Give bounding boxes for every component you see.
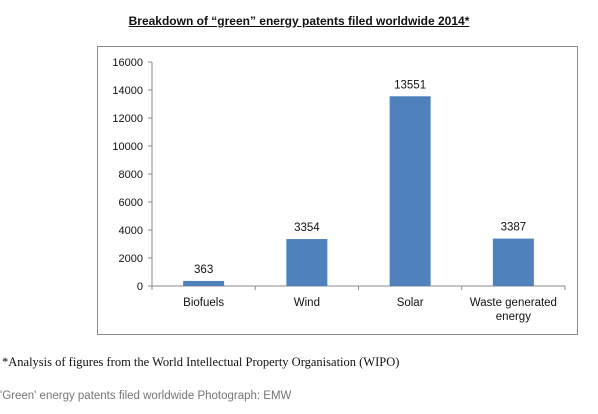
- y-tick-label: 0: [137, 281, 143, 293]
- y-tick-label: 6000: [119, 197, 143, 209]
- footnote: *Analysis of figures from the World Inte…: [2, 355, 400, 369]
- x-tick-label: energy: [496, 311, 531, 323]
- data-label: 3387: [501, 222, 527, 234]
- y-tick-label: 4000: [119, 225, 143, 237]
- data-label: 13551: [394, 79, 426, 91]
- data-label: 363: [194, 264, 213, 276]
- data-label: 3354: [294, 222, 320, 234]
- x-tick-label: Solar: [397, 297, 424, 309]
- y-tick-label: 10000: [112, 141, 143, 153]
- bar-2: [389, 96, 431, 286]
- y-tick-label: 14000: [112, 85, 143, 97]
- image-caption: 'Green' energy patents filed worldwide P…: [0, 390, 292, 402]
- y-tick-label: 12000: [112, 113, 143, 125]
- x-tick-label: Biofuels: [183, 297, 224, 309]
- chart-title: Breakdown of “green” energy patents file…: [128, 14, 470, 28]
- chart-frame: [97, 46, 578, 335]
- bar-0: [183, 280, 225, 286]
- y-tick-label: 16000: [112, 57, 143, 69]
- bar-3: [492, 238, 534, 286]
- bar-1: [286, 239, 328, 286]
- y-tick-label: 2000: [119, 253, 143, 265]
- x-tick-label: Wind: [294, 297, 320, 309]
- y-tick-label: 8000: [119, 169, 143, 181]
- x-tick-label: Waste generated: [470, 297, 557, 309]
